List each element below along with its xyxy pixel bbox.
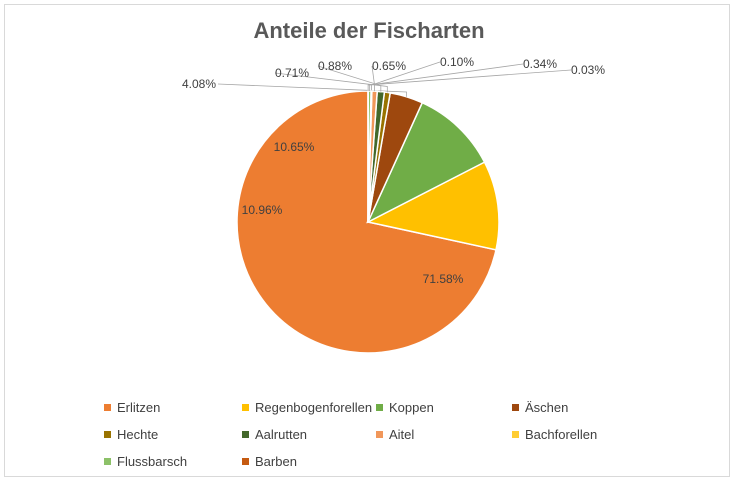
chart-title: Anteile der Fischarten xyxy=(253,18,485,43)
pie-slice-3 xyxy=(366,101,486,224)
data-label-5: 0.71% xyxy=(275,66,309,80)
leader-line-6 xyxy=(317,65,382,92)
data-label-8: 0.10% xyxy=(440,55,474,69)
data-label-7: 0.65% xyxy=(372,59,406,73)
leader-line-4 xyxy=(217,83,407,97)
leader-line-7 xyxy=(371,65,375,92)
data-label-2: 10.96% xyxy=(242,203,283,217)
data-label-1: 71.58% xyxy=(423,272,464,286)
leader-line-10 xyxy=(367,69,572,92)
pie-slice-2 xyxy=(365,161,500,251)
data-label-6: 0.88% xyxy=(318,59,352,73)
data-label-4: 4.08% xyxy=(182,77,216,91)
data-label-3: 10.65% xyxy=(274,140,315,154)
leader-line-5 xyxy=(274,72,388,93)
data-label-9: 0.34% xyxy=(523,57,557,71)
data-label-10: 0.03% xyxy=(571,63,605,77)
